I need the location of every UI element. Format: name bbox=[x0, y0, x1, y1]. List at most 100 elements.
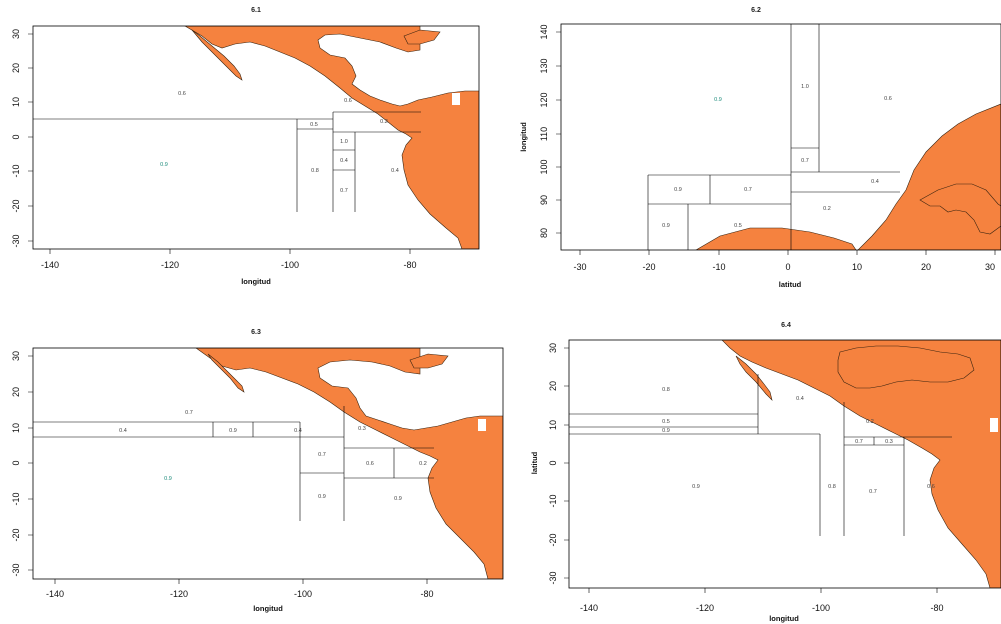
region-label: 0.4 bbox=[391, 168, 399, 174]
x-tick-label: -120 bbox=[170, 589, 188, 599]
x-tick-label: -120 bbox=[696, 603, 714, 613]
region-label: 0.6 bbox=[884, 96, 892, 102]
region-label: 0.3 bbox=[885, 439, 893, 445]
y-tick-label: -30 bbox=[11, 563, 21, 576]
region-label: 0.9 bbox=[229, 428, 237, 434]
plot-frame bbox=[32, 347, 504, 580]
region-label: 0.8 bbox=[828, 484, 836, 490]
island-gap bbox=[478, 419, 486, 431]
y-tick-label: 30 bbox=[11, 29, 21, 39]
region-label: 0.8 bbox=[662, 387, 670, 393]
y-tick-label: 120 bbox=[539, 92, 549, 107]
region-label: 0.4 bbox=[119, 428, 127, 434]
region-split-lines bbox=[569, 374, 952, 536]
map-panel-6-3: 6.3 0.7 0.4 0.9 0.4 0.3 0.7 0.6 0.2 0.9 … bbox=[0, 312, 504, 624]
x-tick-label: -80 bbox=[403, 260, 416, 270]
y-tick-label: -10 bbox=[11, 492, 21, 505]
region-label: 1.0 bbox=[801, 84, 809, 90]
y-tick-label: 30 bbox=[11, 351, 21, 361]
region-label: 0.7 bbox=[185, 410, 193, 416]
x-tick-label: -20 bbox=[642, 262, 655, 272]
map-panel-6-2-svg: 6.2 1.0 0.6 0.7 0.4 0.9 0.7 0.2 0.9 0.5 … bbox=[519, 7, 1001, 289]
x-tick-label: -120 bbox=[161, 260, 179, 270]
region-label: 0.4 bbox=[796, 396, 804, 402]
cuba-island bbox=[403, 29, 441, 45]
x-tick-label: -30 bbox=[573, 262, 586, 272]
y-tick-label: 110 bbox=[539, 127, 549, 141]
x-tick-label: 0 bbox=[785, 262, 790, 272]
region-label: 0.9 bbox=[394, 496, 402, 502]
map-panel-6-3-svg: 6.3 0.7 0.4 0.9 0.4 0.3 0.7 0.6 0.2 0.9 … bbox=[11, 329, 504, 613]
region-label: 0.5 bbox=[734, 223, 742, 229]
region-label: 0.8 bbox=[311, 168, 319, 174]
region-label: 0.7 bbox=[744, 187, 752, 193]
x-axis-label: longitud bbox=[253, 604, 283, 613]
region-label: 0.5 bbox=[310, 122, 318, 128]
land-mass bbox=[919, 183, 1001, 235]
y-tick-label: 0 bbox=[11, 134, 21, 139]
region-label: 0.2 bbox=[823, 206, 831, 212]
land-mass bbox=[184, 26, 479, 249]
y-tick-label: -20 bbox=[11, 199, 21, 212]
y-tick-label: 30 bbox=[548, 343, 558, 353]
y-tick-label: 10 bbox=[548, 420, 558, 430]
x-tick-label: -80 bbox=[420, 589, 433, 599]
region-label: 0.7 bbox=[855, 439, 863, 445]
x-axis: -140 -120 -100 -80 longitud bbox=[580, 588, 944, 623]
y-tick-label: 20 bbox=[11, 63, 21, 73]
marker-label: 0.9 bbox=[714, 97, 722, 103]
y-tick-label: 20 bbox=[11, 387, 21, 397]
region-split-lines bbox=[33, 406, 434, 521]
x-axis: -30 -20 -10 0 10 20 30 latitud bbox=[573, 250, 996, 289]
y-axis: 30 20 10 0 -10 -20 -30 latitud bbox=[530, 343, 569, 585]
region-label: 0.4 bbox=[340, 158, 348, 164]
y-axis: 30 20 10 0 -10 -20 -30 bbox=[11, 29, 33, 248]
region-label: 0.9 bbox=[662, 428, 670, 434]
y-tick-label: -30 bbox=[548, 571, 558, 584]
y-tick-label: 80 bbox=[539, 228, 549, 238]
region-label: 0.2 bbox=[866, 419, 874, 425]
map-panel-6-4: 6.4 0.8 0.4 0.2 0.5 0.9 0.7 0.3 0.9 0.8 … bbox=[500, 312, 1001, 624]
panel-title: 6.4 bbox=[781, 322, 791, 329]
y-tick-label: -20 bbox=[11, 528, 21, 541]
map-panel-6-4-svg: 6.4 0.8 0.4 0.2 0.5 0.9 0.7 0.3 0.9 0.8 … bbox=[530, 322, 1001, 623]
region-label: 0.6 bbox=[344, 98, 352, 104]
x-tick-label: -10 bbox=[712, 262, 725, 272]
y-tick-label: -10 bbox=[548, 494, 558, 507]
y-tick-label: 10 bbox=[11, 423, 21, 433]
y-tick-label: 10 bbox=[11, 97, 21, 107]
region-label: 0.7 bbox=[869, 489, 877, 495]
y-tick-label: 20 bbox=[548, 381, 558, 391]
plot-frame bbox=[568, 339, 1001, 589]
x-tick-label: 20 bbox=[921, 262, 931, 272]
y-tick-label: 0 bbox=[548, 460, 558, 465]
map-panel-6-1-svg: 6.1 0.6 0.6 0.5 0.2 1.0 0.4 0.8 0.7 0.4 … bbox=[11, 7, 480, 286]
land-mass bbox=[721, 340, 1001, 588]
y-tick-label: 0 bbox=[11, 460, 21, 465]
region-label: 0.6 bbox=[927, 484, 935, 490]
region-label: 0.4 bbox=[294, 428, 302, 434]
x-tick-label: -100 bbox=[281, 260, 299, 270]
y-tick-label: -30 bbox=[11, 234, 21, 247]
y-tick-label: 90 bbox=[539, 195, 549, 205]
region-label: 0.5 bbox=[662, 419, 670, 425]
x-tick-label: -80 bbox=[930, 603, 943, 613]
x-tick-label: -140 bbox=[41, 260, 59, 270]
region-label: 0.9 bbox=[692, 484, 700, 490]
cuba-island bbox=[409, 353, 449, 369]
marker-label: 0.9 bbox=[160, 162, 168, 168]
y-tick-label: 140 bbox=[539, 24, 549, 39]
region-label: 0.7 bbox=[340, 188, 348, 194]
plot-frame bbox=[32, 25, 480, 250]
x-tick-label: 30 bbox=[985, 262, 995, 272]
map-panel-6-1: 6.1 0.6 0.6 0.5 0.2 1.0 0.4 0.8 0.7 0.4 … bbox=[0, 0, 500, 312]
region-split-lines bbox=[33, 111, 421, 212]
region-label: 0.7 bbox=[801, 158, 809, 164]
x-axis-label: longitud bbox=[769, 614, 799, 623]
region-label: 0.9 bbox=[674, 187, 682, 193]
baja-peninsula bbox=[191, 29, 243, 81]
region-label: 0.9 bbox=[318, 494, 326, 500]
island-gap bbox=[990, 418, 998, 432]
x-axis-label: longitud bbox=[241, 277, 271, 286]
x-axis: -140 -120 -100 -80 longitud bbox=[46, 579, 434, 613]
